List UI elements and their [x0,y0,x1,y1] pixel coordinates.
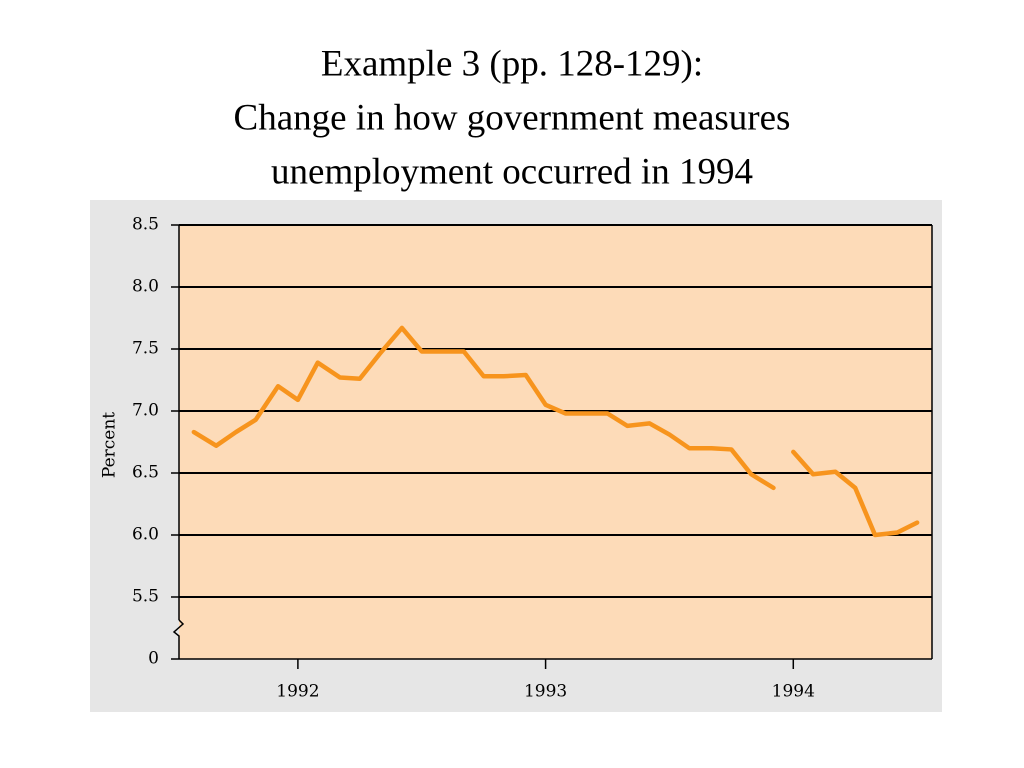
x-tick-label: 1992 [276,682,319,702]
axis-break [172,619,185,659]
y-tick-label: 0 [148,649,159,669]
y-tick-label: 6.0 [132,525,159,545]
y-tick-label: 7.0 [132,401,159,421]
plot-area [179,225,932,659]
x-tick-label: 1994 [772,682,815,702]
y-tick-label: 6.5 [132,463,159,483]
y-axis-label: Percent [100,412,120,478]
x-tick-label: 1993 [524,682,567,702]
chart-title: Change in how government measures [234,97,791,138]
chart-title: unemployment occurred in 1994 [271,151,753,192]
data-line [191,325,776,491]
chart-title: Example 3 (pp. 128-129): [321,43,703,84]
y-tick-label: 5.5 [132,587,159,607]
data-line [791,449,920,538]
y-tick-label: 7.5 [132,339,159,359]
y-tick-label: 8.0 [132,277,159,297]
y-tick-label: 8.5 [132,215,159,235]
